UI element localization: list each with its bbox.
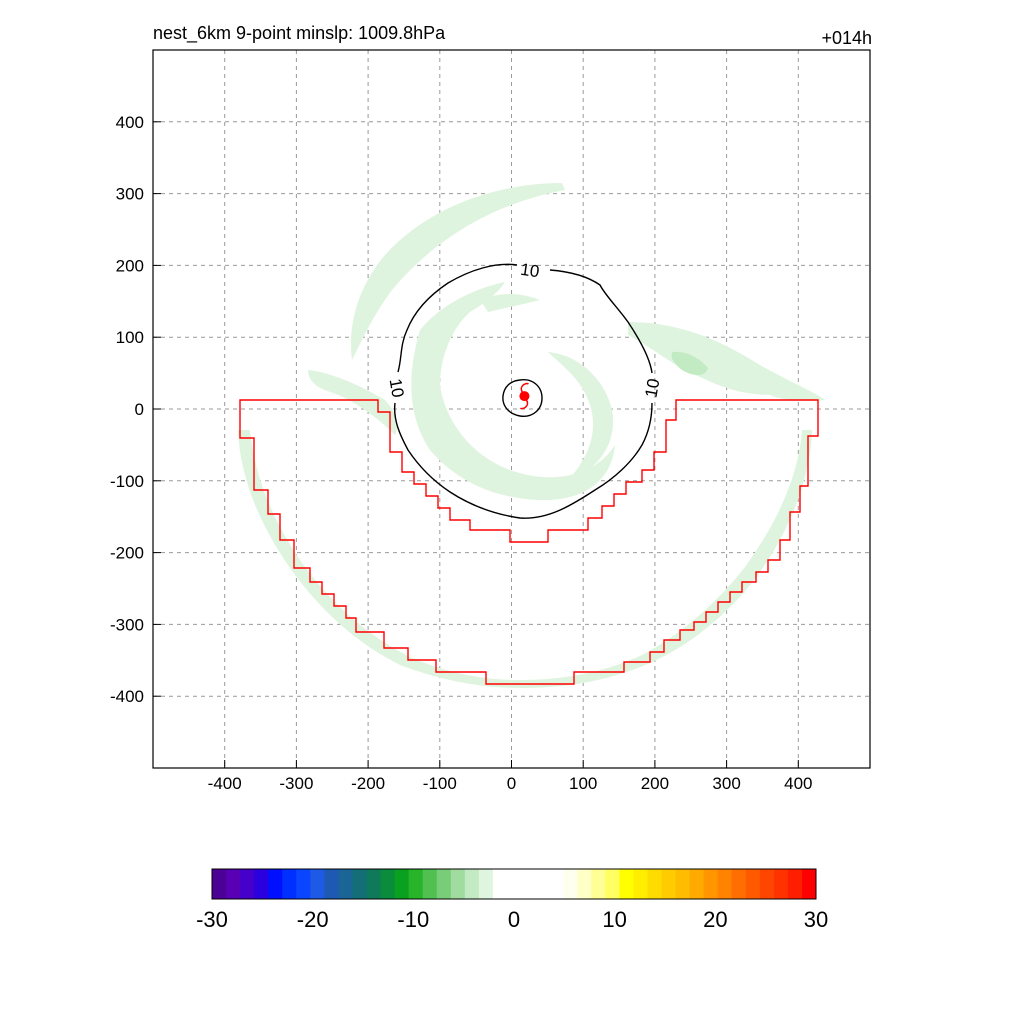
colorbar-swatch-39 bbox=[759, 869, 775, 899]
colorbar-swatch-9 bbox=[338, 869, 353, 899]
colorbar-swatch-15 bbox=[422, 869, 438, 899]
colorbar-tick-label-1: -20 bbox=[297, 907, 329, 932]
colorbar-swatch-4 bbox=[268, 869, 283, 899]
colorbar-frame bbox=[211, 868, 817, 900]
colorbar-swatch-11 bbox=[366, 869, 382, 899]
rainband-east-core bbox=[671, 351, 708, 376]
colorbar-swatch-33 bbox=[675, 869, 691, 899]
analysis-boundary-outer bbox=[239, 399, 819, 685]
colorbar-swatch-21 bbox=[506, 869, 522, 899]
y-tick-label-1: -300 bbox=[110, 615, 144, 634]
colorbar-swatch-31 bbox=[647, 869, 662, 899]
x-axis-ticks: -400 -300 -200 -100 0 100 200 300 400 bbox=[208, 760, 812, 793]
storm-center-arm-north bbox=[520, 382, 529, 393]
rainband-west-arm bbox=[308, 370, 397, 435]
colorbar: -30 -20 -10 0 10 20 30 bbox=[196, 868, 828, 932]
storm-center-arm-south bbox=[519, 399, 529, 410]
colorbar-swatch-8 bbox=[324, 869, 339, 899]
colorbar-swatch-5 bbox=[282, 869, 297, 899]
colorbar-swatch-28 bbox=[605, 869, 620, 899]
chart-title: nest_6km 9-point minslp: 1009.8hPa bbox=[153, 23, 446, 44]
colorbar-tick-label-4: 10 bbox=[602, 907, 626, 932]
storm-center-dot bbox=[519, 391, 530, 402]
colorbar-swatch-10 bbox=[352, 869, 368, 899]
colorbar-swatch-3 bbox=[254, 869, 269, 899]
colorbar-swatch-35 bbox=[703, 869, 719, 899]
colorbar-swatch-20 bbox=[492, 869, 508, 899]
colorbar-swatch-42 bbox=[801, 869, 817, 899]
colorbar-swatch-41 bbox=[787, 869, 803, 899]
colorbar-swatch-30 bbox=[633, 869, 648, 899]
colorbar-swatch-7 bbox=[310, 869, 325, 899]
y-tick-label-8: 400 bbox=[116, 113, 144, 132]
colorbar-swatch-40 bbox=[773, 869, 789, 899]
contour-label-east: 10 bbox=[641, 377, 663, 399]
colorbar-swatch-34 bbox=[689, 869, 705, 899]
colorbar-tick-label-2: -10 bbox=[397, 907, 429, 932]
colorbar-swatch-0 bbox=[212, 869, 227, 899]
x-tick-label-4: 0 bbox=[507, 774, 516, 793]
rainband-outer-north bbox=[350, 183, 565, 360]
colorbar-swatch-26 bbox=[577, 869, 592, 899]
x-tick-label-5: 100 bbox=[569, 774, 597, 793]
colorbar-swatch-18 bbox=[464, 869, 480, 899]
shading-layer bbox=[238, 183, 825, 688]
colorbar-swatch-37 bbox=[731, 869, 747, 899]
x-tick-label-7: 300 bbox=[712, 774, 740, 793]
rainband-inner-north bbox=[480, 294, 540, 312]
y-tick-label-4: 0 bbox=[135, 400, 144, 419]
boundary-fringe-east bbox=[520, 430, 812, 688]
colorbar-swatch-19 bbox=[478, 869, 494, 899]
colorbar-swatch-17 bbox=[450, 869, 466, 899]
rainband-inner-east bbox=[548, 352, 614, 478]
colorbar-swatch-24 bbox=[549, 869, 564, 899]
colorbar-swatch-29 bbox=[619, 869, 634, 899]
colorbar-swatch-23 bbox=[535, 869, 550, 899]
x-tick-label-2: -200 bbox=[351, 774, 385, 793]
colorbar-swatch-36 bbox=[717, 869, 733, 899]
grid-layer bbox=[153, 50, 870, 768]
colorbar-swatch-27 bbox=[591, 869, 606, 899]
y-tick-label-6: 200 bbox=[116, 256, 144, 275]
colorbar-swatch-12 bbox=[380, 869, 396, 899]
colorbar-swatch-1 bbox=[226, 869, 241, 899]
x-tick-label-3: -100 bbox=[423, 774, 457, 793]
x-tick-label-1: -300 bbox=[279, 774, 313, 793]
colorbar-swatch-25 bbox=[563, 869, 578, 899]
x-tick-label-6: 200 bbox=[641, 774, 669, 793]
y-tick-label-2: -200 bbox=[110, 544, 144, 563]
y-tick-label-7: 300 bbox=[116, 185, 144, 204]
colorbar-tick-label-0: -30 bbox=[196, 907, 228, 932]
contour-label-north: 10 bbox=[519, 260, 540, 281]
contour-line-10 bbox=[393, 263, 653, 519]
colorbar-tick-label-3: 0 bbox=[508, 907, 520, 932]
y-tick-label-0: -400 bbox=[110, 687, 144, 706]
colorbar-tick-label-6: 30 bbox=[804, 907, 828, 932]
colorbar-swatch-38 bbox=[745, 869, 761, 899]
colorbar-tick-label-5: 20 bbox=[703, 907, 727, 932]
forecast-hour-label: +014h bbox=[821, 28, 872, 48]
colorbar-swatch-16 bbox=[436, 869, 452, 899]
colorbar-swatch-2 bbox=[240, 869, 255, 899]
colorbar-swatch-6 bbox=[296, 869, 311, 899]
colorbar-swatch-14 bbox=[408, 869, 424, 899]
x-tick-label-8: 400 bbox=[784, 774, 812, 793]
rainband-inner-west bbox=[411, 282, 615, 500]
colorbar-swatch-32 bbox=[661, 869, 677, 899]
x-tick-label-0: -400 bbox=[208, 774, 242, 793]
contour-label-west: 10 bbox=[386, 377, 408, 399]
rainband-east bbox=[628, 322, 825, 401]
y-axis-ticks: -400 -300 -200 -100 0 100 200 300 400 bbox=[110, 113, 161, 706]
contour-line-inner bbox=[502, 379, 543, 417]
colorbar-swatch-13 bbox=[394, 869, 410, 899]
y-tick-label-3: -100 bbox=[110, 472, 144, 491]
storm-center-symbol bbox=[519, 382, 530, 410]
y-tick-label-5: 100 bbox=[116, 328, 144, 347]
colorbar-swatch-22 bbox=[521, 869, 536, 899]
